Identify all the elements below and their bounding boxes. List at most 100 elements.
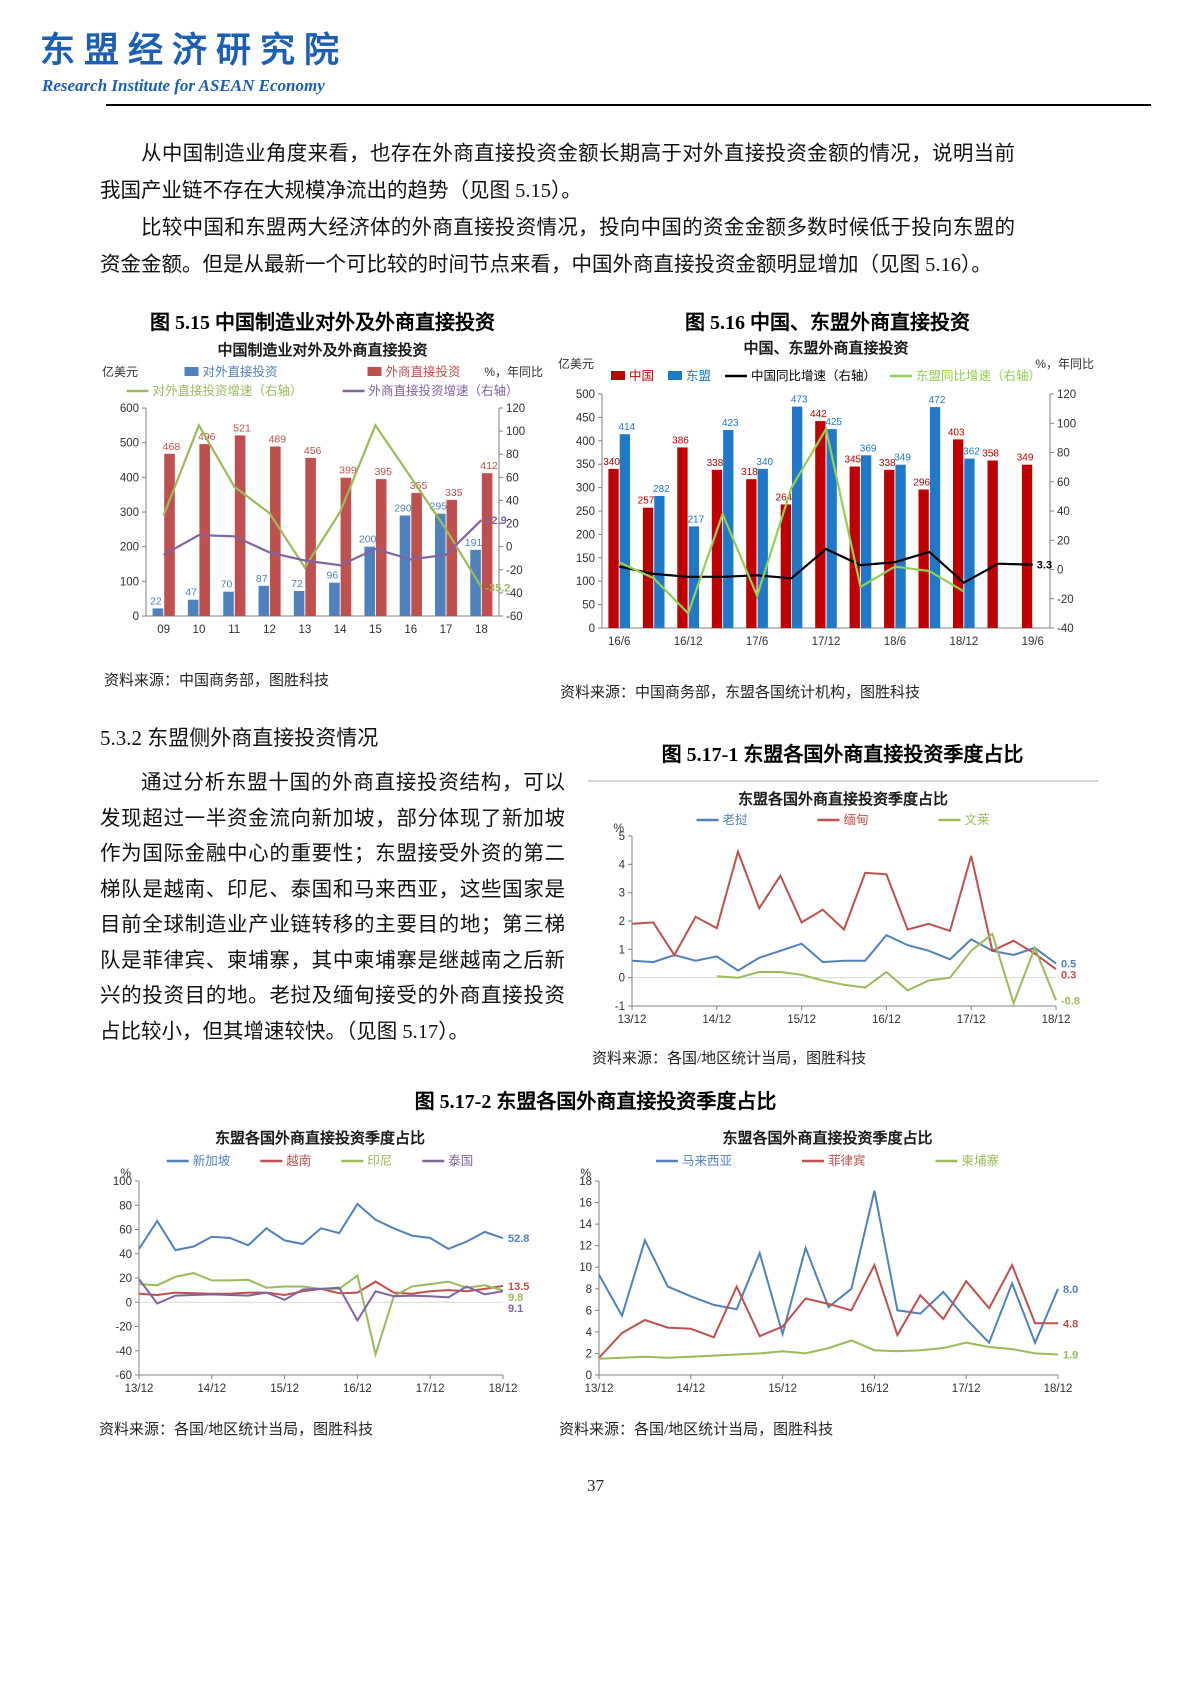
svg-text:18/12: 18/12 bbox=[949, 636, 978, 648]
paragraph-1: 从中国制造业角度来看，也存在外商直接投资金额长期高于对外直接投资金额的情况，说明… bbox=[100, 143, 1015, 202]
svg-text:362: 362 bbox=[963, 447, 980, 458]
svg-text:300: 300 bbox=[576, 483, 595, 495]
svg-text:358: 358 bbox=[982, 448, 999, 459]
paragraph-2: 比较中国和东盟两大经济体的外商直接投资情况，投向中国的资金金额多数时候低于投向东… bbox=[100, 217, 1015, 276]
svg-text:8: 8 bbox=[586, 1284, 592, 1296]
svg-text:东盟同比增速（右轴）: 东盟同比增速（右轴） bbox=[916, 368, 1041, 383]
svg-text:14: 14 bbox=[334, 624, 347, 636]
svg-text:18/12: 18/12 bbox=[1044, 1383, 1073, 1395]
svg-text:18: 18 bbox=[475, 624, 488, 636]
svg-text:东盟各国外商直接投资季度占比: 东盟各国外商直接投资季度占比 bbox=[215, 1129, 425, 1147]
svg-text:文莱: 文莱 bbox=[965, 812, 990, 827]
svg-text:100: 100 bbox=[113, 1176, 132, 1188]
svg-text:6: 6 bbox=[586, 1305, 592, 1317]
svg-text:3.3: 3.3 bbox=[1037, 560, 1052, 572]
svg-text:17/6: 17/6 bbox=[746, 636, 768, 648]
svg-text:16/12: 16/12 bbox=[872, 1014, 901, 1026]
svg-text:0.3: 0.3 bbox=[1061, 970, 1076, 982]
svg-text:-1: -1 bbox=[615, 1001, 625, 1013]
svg-text:47: 47 bbox=[185, 587, 197, 599]
svg-text:17: 17 bbox=[440, 624, 453, 636]
svg-text:2: 2 bbox=[586, 1348, 592, 1360]
svg-text:0: 0 bbox=[506, 542, 512, 554]
svg-text:60: 60 bbox=[119, 1225, 132, 1237]
svg-text:0: 0 bbox=[1057, 565, 1063, 577]
svg-text:-40: -40 bbox=[1057, 623, 1074, 635]
svg-text:13/12: 13/12 bbox=[125, 1383, 154, 1395]
svg-text:-40: -40 bbox=[115, 1346, 132, 1358]
svg-text:20: 20 bbox=[506, 519, 519, 531]
svg-text:18: 18 bbox=[579, 1176, 592, 1188]
svg-text:70: 70 bbox=[221, 579, 233, 591]
svg-text:18/12: 18/12 bbox=[489, 1383, 518, 1395]
svg-text:泰国: 泰国 bbox=[448, 1154, 473, 1168]
figure-5-16-caption: 图 5.16 中国、东盟外商直接投资 bbox=[685, 312, 970, 334]
svg-text:52.8: 52.8 bbox=[508, 1233, 529, 1245]
svg-text:印尼: 印尼 bbox=[367, 1154, 392, 1168]
svg-text:13/12: 13/12 bbox=[618, 1014, 647, 1026]
svg-text:4: 4 bbox=[586, 1327, 593, 1339]
figure-5-17-1: 东盟各国外商直接投资季度占比 老挝 缅甸 文莱% -1 0 1 2 3 4 5 13/12 14/12 1… bbox=[588, 780, 1098, 1068]
svg-text:423: 423 bbox=[722, 418, 739, 429]
svg-text:0: 0 bbox=[619, 973, 625, 985]
svg-text:0: 0 bbox=[126, 1297, 132, 1309]
svg-text:4: 4 bbox=[619, 859, 626, 871]
svg-text:3: 3 bbox=[619, 888, 625, 900]
svg-text:200: 200 bbox=[359, 534, 377, 546]
page-number: 37 bbox=[587, 1476, 604, 1495]
svg-text:340: 340 bbox=[756, 457, 773, 468]
svg-text:456: 456 bbox=[304, 445, 322, 457]
svg-text:150: 150 bbox=[576, 553, 595, 565]
figure-5-15-source: 资料来源：中国商务部，图胜科技 bbox=[104, 673, 330, 689]
svg-text:17/12: 17/12 bbox=[416, 1383, 445, 1395]
svg-text:400: 400 bbox=[120, 472, 139, 484]
svg-text:新加坡: 新加坡 bbox=[193, 1153, 231, 1168]
svg-text:20: 20 bbox=[119, 1273, 132, 1285]
institute-logo-en: Research Institute for ASEAN Economy bbox=[42, 76, 325, 95]
svg-text:外商直接投资增速（右轴）: 外商直接投资增速（右轴） bbox=[369, 383, 519, 398]
svg-text:399: 399 bbox=[339, 465, 357, 477]
svg-text:60: 60 bbox=[1057, 477, 1070, 489]
svg-text:191: 191 bbox=[465, 537, 483, 549]
svg-text:80: 80 bbox=[1057, 448, 1070, 460]
svg-text:16/12: 16/12 bbox=[860, 1383, 889, 1395]
svg-text:40: 40 bbox=[506, 495, 519, 507]
svg-text:14: 14 bbox=[579, 1219, 592, 1231]
institute-logo-cn: 东盟经济研究院 bbox=[40, 31, 349, 70]
svg-text:缅甸: 缅甸 bbox=[844, 813, 869, 827]
section-heading-5-3-2: 5.3.2 东盟侧外商直接投资情况 bbox=[100, 726, 379, 750]
body-text: 从中国制造业角度来看，也存在外商直接投资金额长期高于对外直接投资金额的情况，说明… bbox=[100, 136, 1015, 284]
figure-5-17-2-right-chart: 东盟各国外商直接投资季度占比 马来西亚 菲律宾 柬埔寨% 0 2 4 6 8 10 12 14 16 18… bbox=[555, 1125, 1100, 1414]
svg-text:中国: 中国 bbox=[629, 368, 654, 383]
svg-text:0: 0 bbox=[133, 611, 139, 623]
svg-text:17/12: 17/12 bbox=[957, 1014, 986, 1026]
figure-5-16-chart: 中国、东盟外商直接投资 亿美元 %，年同比 中国 东盟 中国同比增速（右轴） 东盟同比增速（… bbox=[556, 336, 1096, 671]
svg-text:15/12: 15/12 bbox=[768, 1383, 797, 1395]
svg-text:12: 12 bbox=[263, 624, 276, 636]
svg-text:412: 412 bbox=[480, 460, 498, 472]
figure-5-17-2-left: 东盟各国外商直接投资季度占比 新加坡 越南 印尼 泰国% -60 -40 -20 0 20 40 60… bbox=[95, 1125, 545, 1439]
svg-text:09: 09 bbox=[157, 624, 170, 636]
svg-text:东盟: 东盟 bbox=[686, 369, 711, 383]
svg-text:亿美元: 亿美元 bbox=[102, 364, 138, 379]
svg-text:250: 250 bbox=[576, 506, 595, 518]
svg-text:16/12: 16/12 bbox=[674, 636, 703, 648]
svg-text:老挝: 老挝 bbox=[723, 812, 749, 827]
svg-text:中国同比增速（右轴）: 中国同比增速（右轴） bbox=[751, 368, 876, 383]
svg-text:450: 450 bbox=[576, 412, 595, 424]
figure-5-17-2-left-chart: 东盟各国外商直接投资季度占比 新加坡 越南 印尼 泰国% -60 -40 -20 0 20 40 60… bbox=[95, 1125, 545, 1414]
svg-text:15: 15 bbox=[369, 624, 382, 636]
svg-text:18/6: 18/6 bbox=[884, 636, 906, 648]
svg-text:72: 72 bbox=[291, 578, 303, 590]
svg-text:14/12: 14/12 bbox=[702, 1014, 731, 1026]
header-divider bbox=[106, 104, 1151, 106]
figure-5-17-2-caption: 图 5.17-2 东盟各国外商直接投资季度占比 bbox=[414, 1091, 777, 1113]
svg-text:19/6: 19/6 bbox=[1022, 636, 1044, 648]
svg-text:414: 414 bbox=[619, 422, 636, 433]
svg-text:87: 87 bbox=[256, 573, 268, 585]
svg-text:柬埔寨: 柬埔寨 bbox=[962, 1153, 1000, 1168]
svg-text:9.1: 9.1 bbox=[508, 1303, 523, 1315]
svg-text:菲律宾: 菲律宾 bbox=[828, 1153, 866, 1168]
svg-text:40: 40 bbox=[1057, 506, 1070, 518]
svg-text:-40: -40 bbox=[506, 588, 523, 600]
